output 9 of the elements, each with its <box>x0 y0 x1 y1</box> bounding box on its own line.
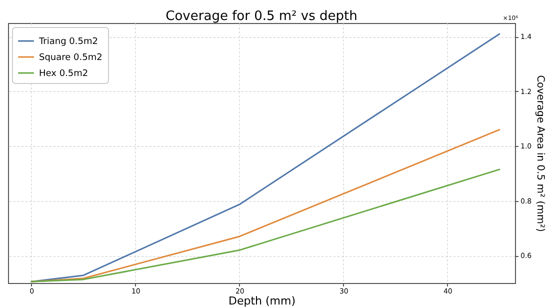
legend-label: Triang 0.5m2 <box>38 37 98 47</box>
line-series <box>30 128 500 282</box>
legend-label: Hex 0.5m2 <box>39 69 88 79</box>
legend-label: Square 0.5m2 <box>39 53 102 63</box>
line-series <box>30 168 500 282</box>
line-series <box>30 33 500 282</box>
x-axis-title: Depth (mm) <box>228 294 296 308</box>
chart-title: Coverage for 0.5 m² vs depth <box>166 9 358 24</box>
y-axis-title: Coverage Area in 0.5 m² (mm²) <box>534 75 546 232</box>
